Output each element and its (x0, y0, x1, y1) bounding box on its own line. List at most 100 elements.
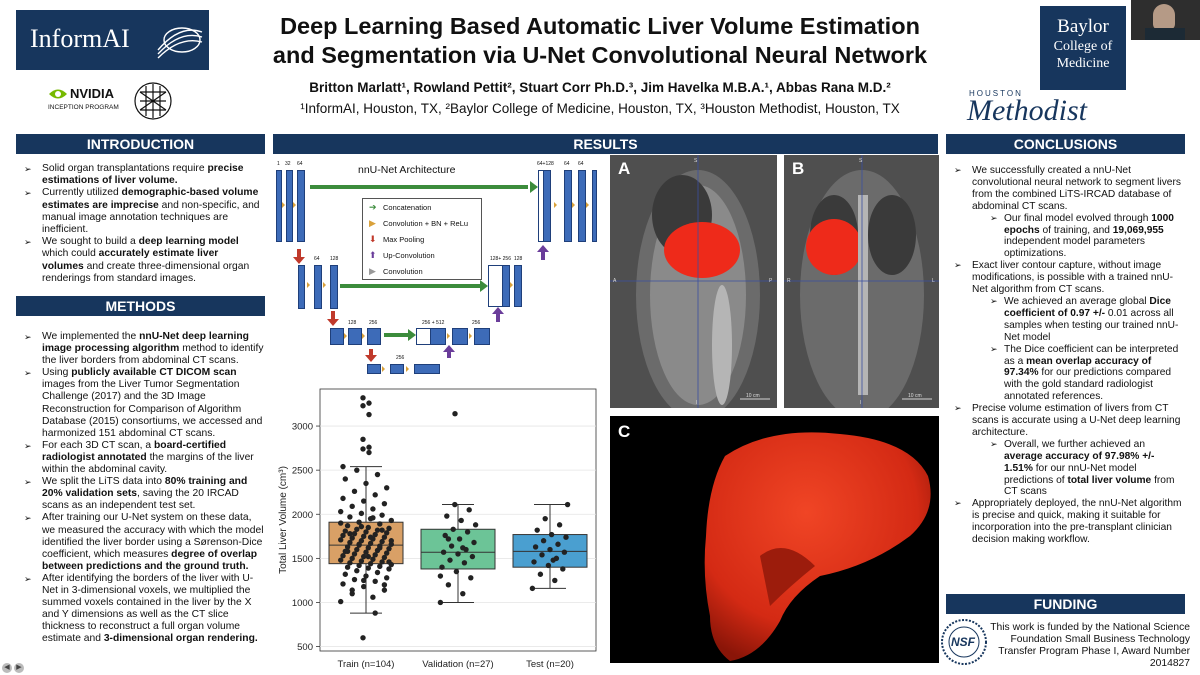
data-point (534, 527, 540, 533)
ch-label: 64 (578, 161, 584, 167)
y-tick-label: 2500 (292, 466, 313, 477)
methods-bullet: We split the LiTS data into 80% training… (16, 476, 265, 512)
data-point (356, 562, 362, 569)
data-point (384, 485, 390, 491)
title-line-2: and Segmentation via U-Net Convolutional… (272, 42, 928, 68)
outlier-point (360, 436, 366, 442)
outlier-point (366, 411, 372, 418)
panel-label-b: B (792, 159, 805, 178)
data-point (469, 553, 476, 560)
data-point (437, 573, 444, 579)
x-tick-label: Validation (n=27) (422, 659, 493, 670)
y-tick-label: 3000 (292, 422, 313, 433)
data-point (372, 492, 378, 498)
ch-label: 64 (564, 161, 570, 167)
feature-map (592, 170, 597, 242)
data-point (461, 560, 468, 566)
data-point (340, 463, 346, 470)
inception-label: INCEPTION PROGRAM (48, 104, 119, 111)
data-point (361, 498, 367, 504)
data-point (338, 520, 344, 526)
methods-bullet: For each 3D CT scan, a board-certified r… (16, 440, 265, 476)
nvidia-eye-icon (49, 89, 67, 99)
y-tick-label: 1500 (292, 554, 313, 565)
methodist-logo: HOUSTON Methodist (967, 89, 1137, 127)
data-point (370, 594, 376, 600)
data-point (354, 467, 360, 473)
conclusion-sub-bullet: We achieved an average global Dice coeff… (946, 296, 1185, 344)
data-point (448, 543, 455, 549)
data-point (381, 554, 388, 561)
baylor-line-1: Baylor (1057, 16, 1109, 37)
data-point (379, 512, 385, 518)
conclusion-sub-bullet: Overall, we further achieved an average … (946, 439, 1185, 499)
data-point (442, 532, 448, 539)
data-point (344, 564, 351, 570)
feature-map (276, 170, 282, 242)
panel-label-a: A (618, 159, 631, 178)
data-point (460, 545, 466, 551)
data-point (347, 539, 353, 546)
data-point (552, 577, 558, 584)
data-point (388, 538, 394, 544)
data-point (377, 545, 383, 551)
data-point (564, 501, 571, 508)
data-point (560, 566, 566, 572)
data-point (450, 526, 456, 532)
data-point (537, 571, 544, 577)
data-point (540, 538, 547, 544)
informai-logo: InformAI (16, 10, 209, 70)
methods-bullet: After training our U-Net system on these… (16, 512, 265, 572)
data-point (354, 526, 360, 532)
data-point (363, 480, 369, 487)
data-point (550, 557, 556, 563)
data-point (370, 506, 376, 512)
arrow-up-icon: ⬆ (369, 249, 377, 260)
data-point (388, 517, 394, 524)
data-point (372, 552, 378, 558)
ch-label: 128 (514, 256, 523, 262)
x-tick-label: Train (n=104) (338, 659, 395, 670)
data-point (365, 545, 371, 551)
data-point (548, 531, 555, 538)
feature-map (474, 328, 490, 345)
data-point (354, 546, 360, 553)
feature-map (430, 328, 446, 345)
intro-bullet: Solid organ transplantations require pre… (16, 163, 261, 187)
data-point (447, 557, 453, 563)
data-point (379, 527, 385, 533)
data-point (455, 551, 461, 557)
network-logo-icon (134, 82, 172, 120)
data-point (340, 581, 346, 587)
ct-panel-b: B S R L I 10 cm (784, 155, 939, 408)
data-point (340, 495, 346, 502)
nav-prev-button[interactable]: ◀ (2, 663, 12, 673)
data-point (365, 524, 371, 531)
intro-bullet: Currently utilized demographic-based vol… (16, 187, 261, 236)
plot-frame (319, 388, 597, 652)
outlier-point (366, 449, 372, 456)
data-point (363, 549, 369, 555)
data-point (379, 559, 385, 565)
orientation-i: I (860, 400, 862, 406)
data-point (384, 530, 390, 536)
funding-header: FUNDING (946, 594, 1185, 614)
legend-convolution-bn-relu: ▶ Convolution + BN + ReLu (369, 217, 469, 228)
data-point (367, 534, 374, 540)
informai-swoosh-icon (157, 27, 203, 59)
data-point (342, 571, 348, 577)
orientation-i: I (696, 400, 698, 406)
data-point (349, 535, 355, 541)
orientation-s: S (859, 158, 863, 164)
data-point (374, 471, 381, 478)
feature-map (367, 364, 381, 374)
feature-map (330, 328, 344, 345)
data-point (361, 553, 367, 560)
data-point (372, 610, 378, 616)
ct-panel-a: A S A P I 10 cm (610, 155, 777, 408)
nav-next-button[interactable]: ▶ (14, 663, 24, 673)
data-point (365, 553, 371, 560)
data-point (372, 578, 378, 585)
data-point (532, 544, 539, 550)
feature-map (330, 265, 338, 309)
